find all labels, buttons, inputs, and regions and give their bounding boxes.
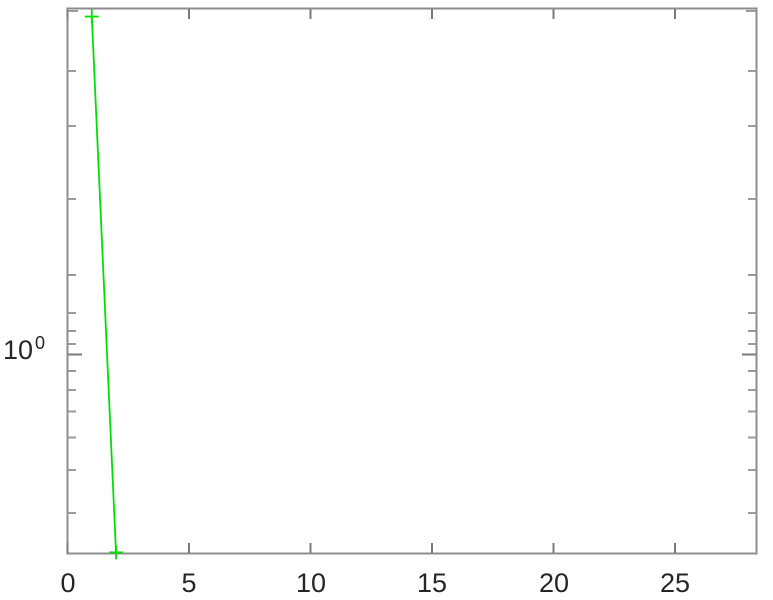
axes-frame bbox=[66, 7, 758, 555]
y-axis-minor-ticks-left bbox=[68, 10, 78, 345]
y-axis-tick-label-decade: 10 0 bbox=[3, 334, 45, 365]
data-series-1 bbox=[84, 9, 124, 560]
y-tick-mantissa: 10 bbox=[3, 335, 34, 365]
x-axis-tick-label-25: 25 bbox=[659, 568, 691, 598]
x-axis-ticks-bottom bbox=[66, 543, 676, 553]
y-axis-minor-ticks-below-right bbox=[748, 370, 756, 514]
y-tick-exponent: 0 bbox=[35, 333, 46, 353]
series-1-marker-1 bbox=[109, 545, 124, 560]
series-1-marker-0 bbox=[84, 9, 99, 24]
x-axis-ticks-top bbox=[66, 9, 676, 19]
x-axis-tick-label-5: 5 bbox=[181, 568, 197, 598]
x-axis-tick-label-20: 20 bbox=[538, 568, 570, 598]
x-axis-tick-label-10: 10 bbox=[295, 568, 327, 598]
x-axis-tick-label-0: 0 bbox=[60, 568, 76, 598]
y-axis-minor-ticks-right bbox=[746, 10, 756, 345]
y-axis-minor-ticks-below-left bbox=[68, 370, 76, 514]
series-1-line bbox=[90, 15, 117, 554]
x-axis-tick-label-15: 15 bbox=[416, 568, 448, 598]
